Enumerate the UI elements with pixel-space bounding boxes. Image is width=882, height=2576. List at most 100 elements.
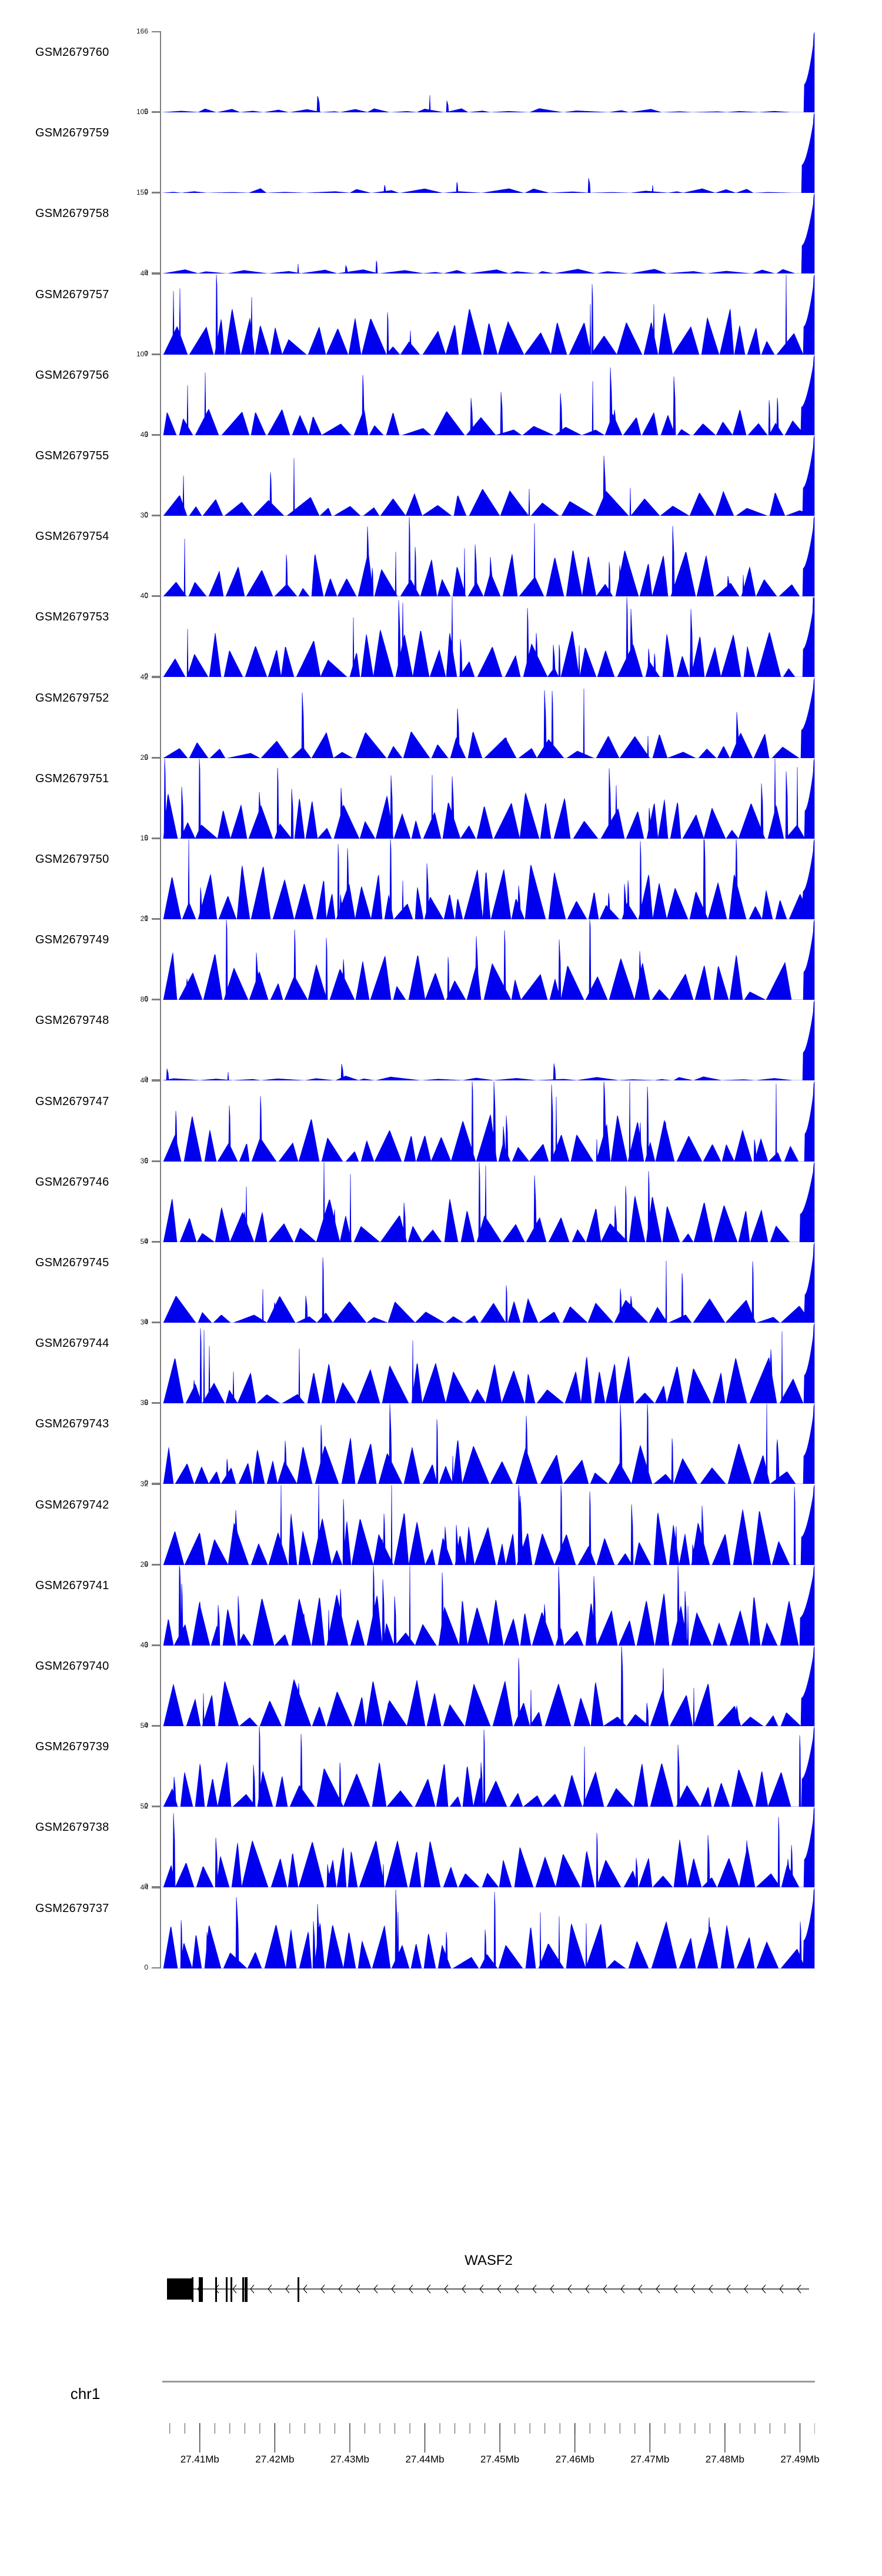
y-axis-spine [160,31,161,112]
axis-max-value: 36 [140,1156,148,1165]
gene-exon[interactable] [298,2277,299,2302]
coverage-track[interactable]: GSM2679744 34 0 [0,1307,882,1406]
coverage-plot-area[interactable] [162,1564,815,1646]
strand-arrow-icon [250,2284,255,2294]
coverage-plot-area[interactable] [162,919,815,1000]
coverage-track[interactable]: GSM2679758 159 0 [0,178,882,276]
coverage-track[interactable]: GSM2679738 52 0 [0,1791,882,1890]
y-axis-tick [152,1806,161,1807]
coverage-plot-area[interactable] [162,999,815,1081]
strand-arrow-icon [603,2284,607,2294]
y-axis-spine [160,596,161,678]
y-axis-tick [152,1564,161,1566]
gene-annotation-track[interactable]: WASF2 [0,2253,882,2323]
coverage-track[interactable]: GSM2679737 44 0 [0,1873,882,1971]
coverage-track[interactable]: GSM2679748 86 0 [0,985,882,1083]
coverage-plot-area[interactable] [162,192,815,274]
track-sample-label: GSM2679748 [35,1014,109,1027]
ruler-tick-label: 27.49Mb [780,2454,820,2465]
coverage-plot-area[interactable] [162,1242,815,1323]
coverage-track[interactable]: GSM2679745 54 0 [0,1227,882,1325]
coverage-plot-area[interactable] [162,354,815,435]
gene-exon[interactable] [226,2277,228,2302]
coverage-track[interactable]: GSM2679750 15 0 [0,823,882,922]
y-axis-tick [152,1886,161,1888]
coverage-plot-area[interactable] [162,1080,815,1162]
coverage-track[interactable]: GSM2679760 166 0 [0,16,882,115]
coverage-plot-area[interactable] [162,31,815,112]
axis-min-value: 0 [144,1640,148,1649]
coordinate-ruler[interactable]: 27.41Mb 27.42Mb 27.43Mb 27.44Mb 27.45Mb 27.46… [162,2423,820,2494]
coverage-plot-area[interactable] [162,1403,815,1484]
y-axis-spine [160,112,161,193]
coverage-track[interactable]: GSM2679757 44 0 [0,259,882,357]
coverage-track[interactable]: GSM2679752 42 0 [0,662,882,760]
coverage-track[interactable]: GSM2679741 28 0 [0,1550,882,1648]
axis-max-value: 32 [140,1479,148,1488]
y-axis-tick [152,757,161,759]
coverage-plot-area[interactable] [162,1322,815,1404]
coverage-area-path [162,32,815,112]
coverage-track[interactable]: GSM2679753 40 0 [0,581,882,679]
coverage-plot-area[interactable] [162,273,815,355]
coverage-track[interactable]: GSM2679746 36 0 [0,1146,882,1244]
coverage-track[interactable]: GSM2679740 43 0 [0,1630,882,1729]
coverage-track[interactable]: GSM2679751 25 0 [0,743,882,841]
coverage-plot-area[interactable] [162,1484,815,1565]
coverage-track[interactable]: GSM2679743 38 0 [0,1388,882,1486]
y-axis-tick [152,1563,161,1565]
coverage-area-path [162,678,815,758]
strand-arrow-icon [638,2284,643,2294]
gene-exon[interactable] [201,2277,203,2302]
y-axis-tick [152,1242,161,1243]
coverage-area-path [162,920,815,1000]
coverage-plot-area[interactable] [162,758,815,839]
coverage-area-path [162,1888,815,1968]
coverage-plot-area[interactable] [162,1161,815,1242]
coverage-plot-area[interactable] [162,596,815,678]
coverage-plot-area[interactable] [162,1726,815,1807]
coverage-track[interactable]: GSM2679756 107 0 [0,339,882,438]
y-axis-tick [152,838,161,839]
y-axis-spine [160,1645,161,1726]
track-sample-label: GSM2679752 [35,691,109,705]
gene-exon[interactable] [230,2277,232,2302]
coverage-plot-area[interactable] [162,1645,815,1726]
coverage-plot-area[interactable] [162,1887,815,1968]
coverage-track[interactable]: GSM2679739 54 0 [0,1711,882,1809]
coverage-plot-area[interactable] [162,435,815,516]
strand-arrow-icon [479,2284,484,2294]
coverage-plot-area[interactable] [162,1806,815,1888]
strand-arrow-icon [656,2284,660,2294]
coverage-plot-area[interactable] [162,515,815,597]
y-axis-tick [152,273,161,275]
coverage-plot-area[interactable] [162,677,815,758]
gene-name-label: WASF2 [465,2253,513,2268]
coverage-area-path [162,1323,815,1404]
gene-exon[interactable] [242,2277,244,2302]
axis-max-value: 52 [140,1802,148,1811]
gene-exon[interactable] [199,2277,202,2302]
strand-arrow-icon [444,2284,449,2294]
gene-exon[interactable] [245,2277,248,2302]
axis-max-value: 54 [140,1237,148,1246]
coverage-track[interactable]: GSM2679742 32 0 [0,1469,882,1567]
coverage-track[interactable]: GSM2679754 30 0 [0,500,882,599]
coverage-track[interactable]: GSM2679749 21 0 [0,904,882,1002]
gene-model-graphic[interactable] [162,2276,815,2317]
y-axis-tick [152,1160,161,1162]
coverage-track[interactable]: GSM2679755 43 0 [0,420,882,518]
coverage-track[interactable]: GSM2679747 44 0 [0,1066,882,1164]
coverage-plot-area[interactable] [162,838,815,919]
y-axis-tick [152,31,161,32]
coverage-track[interactable]: GSM2679759 105 0 [0,97,882,195]
coverage-plot-area[interactable] [162,112,815,193]
ruler-tick-label: 27.45Mb [480,2454,520,2465]
track-sample-label: GSM2679756 [35,368,109,382]
track-sample-label: GSM2679760 [35,46,109,59]
y-axis-spine [160,1160,161,1242]
gene-exon[interactable] [215,2277,217,2302]
gene-exon[interactable] [192,2277,193,2302]
y-axis-tick [152,1483,161,1485]
gene-utr-block[interactable] [167,2278,192,2300]
